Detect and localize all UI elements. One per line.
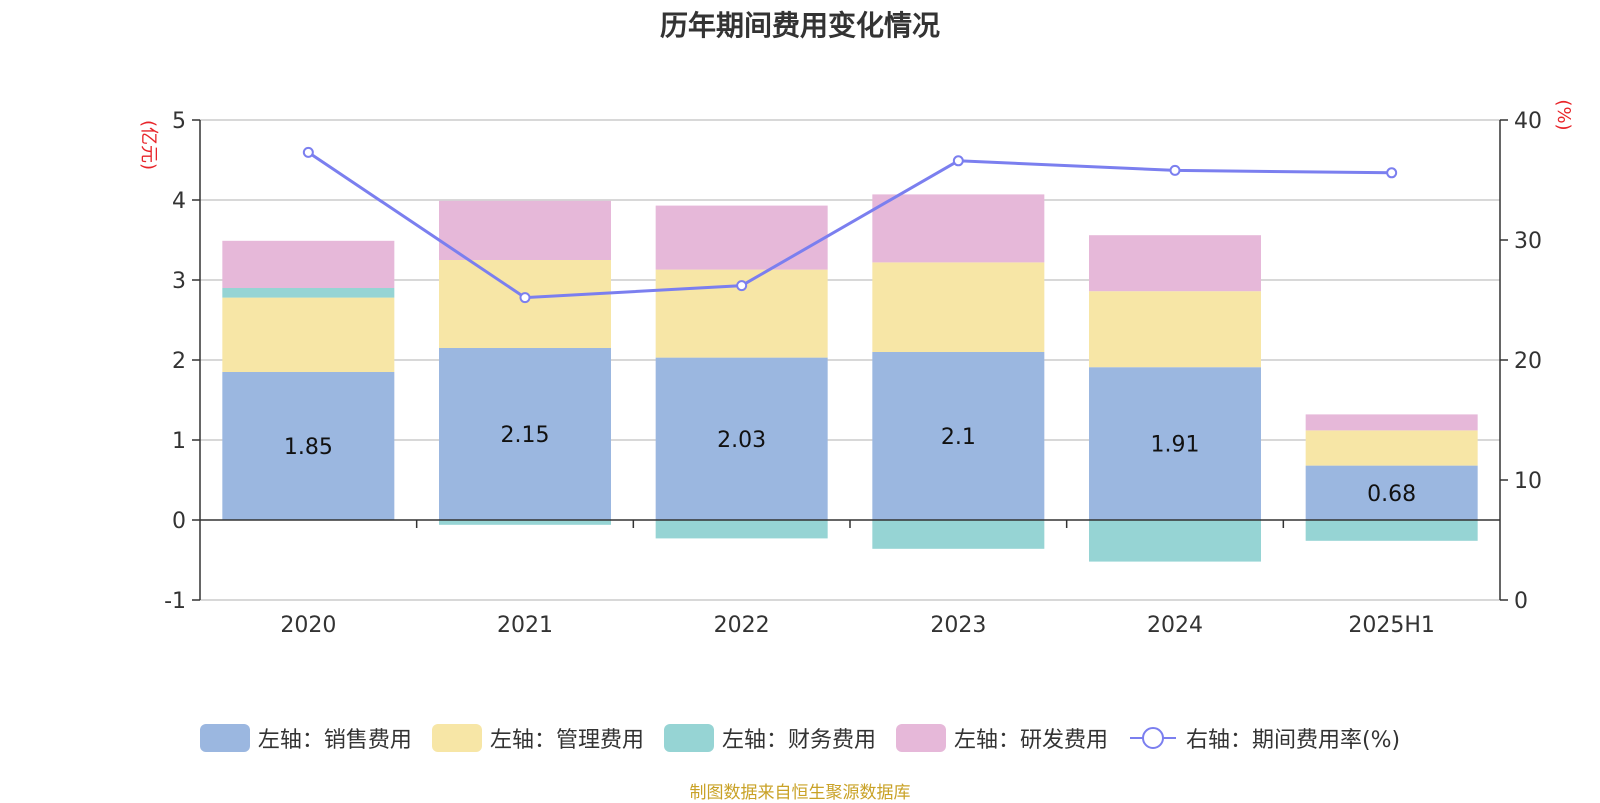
x-axis-tick-label: 2022 — [714, 613, 770, 638]
bar-segment-admin — [872, 262, 1045, 352]
legend-swatch-admin — [431, 724, 482, 752]
legend-label-rd: 左轴：研发费用 — [953, 728, 1108, 753]
right-axis-tick-label: 30 — [1514, 229, 1542, 254]
x-axis-tick-label: 2020 — [280, 613, 336, 638]
data-label-sales: 2.03 — [717, 428, 766, 453]
data-label-sales: 1.91 — [1151, 433, 1200, 458]
bar-segment-finance — [222, 288, 395, 298]
left-axis-tick-label: 2 — [172, 349, 186, 374]
bar-segment-sales — [222, 372, 395, 520]
bar-segment-admin — [439, 260, 611, 348]
legend-swatch-rd — [895, 724, 946, 752]
data-label-sales: 1.85 — [284, 435, 333, 460]
rate-point — [302, 146, 314, 158]
bar-segment-rd — [872, 194, 1045, 263]
bar-segment-finance — [1305, 520, 1478, 541]
grid-lines — [200, 119, 1500, 601]
bar-segment-finance — [872, 520, 1045, 549]
legend-label-admin: 左轴：管理费用 — [489, 728, 644, 753]
legend: 左轴：销售费用 左轴：管理费用 左轴：财务费用 左轴：研发费用 右轴：期间费用率… — [0, 722, 1600, 754]
bar-segment-rd — [439, 200, 611, 260]
legend-item-rate[interactable]: 右轴：期间费用率(%) — [1128, 722, 1400, 754]
right-axis-tick-label: 0 — [1514, 589, 1528, 614]
rate-line-series — [302, 146, 1398, 304]
data-labels: 1.85 2.15 2.03 2.1 1.91 0.68 — [284, 423, 1416, 507]
data-label-sales: 0.68 — [1367, 482, 1416, 507]
bar-segment-finance — [439, 520, 611, 525]
legend-line-marker-icon — [1129, 727, 1176, 749]
bar-segment-sales — [655, 357, 828, 520]
right-axis-unit-label: (%) — [1553, 99, 1574, 130]
rate-point — [1386, 167, 1398, 179]
x-axis-tick-label: 2024 — [1147, 613, 1203, 638]
right-axis-tick-label: 40 — [1514, 109, 1542, 134]
bar-segment-rd — [1089, 235, 1261, 292]
legend-label-rate: 右轴：期间费用率(%) — [1185, 728, 1401, 753]
left-axis-tick-label: -1 — [164, 589, 186, 614]
bar-segment-sales — [872, 352, 1045, 520]
bar-segment-rd — [1305, 414, 1478, 431]
legend-item-finance[interactable]: 左轴：财务费用 — [663, 722, 876, 754]
rate-line — [307, 151, 1392, 300]
bar-segment-finance — [1089, 520, 1261, 562]
x-axis-tick-label: 2025H1 — [1348, 613, 1435, 638]
legend-swatch-sales — [199, 724, 250, 752]
left-axis-unit-label: (亿元) — [138, 120, 159, 170]
bar-segment-sales — [439, 348, 611, 520]
rate-point — [952, 155, 964, 167]
x-axis-tick-label: 2023 — [930, 613, 986, 638]
legend-label-finance: 左轴：财务费用 — [721, 728, 876, 753]
source-note: 制图数据来自恒生聚源数据库 — [689, 783, 911, 803]
bar-segment-rd — [655, 205, 828, 270]
left-axis-tick-label: 4 — [172, 189, 186, 214]
legend-swatch-finance — [663, 724, 714, 752]
legend-label-sales: 左轴：销售费用 — [257, 728, 412, 753]
rate-point — [1169, 164, 1181, 176]
left-axis-tick-label: 3 — [172, 269, 186, 294]
data-label-sales: 2.1 — [941, 425, 976, 450]
bar-segment-admin — [1305, 430, 1478, 466]
bar-series — [222, 194, 1478, 562]
rate-point — [519, 292, 531, 304]
legend-item-admin[interactable]: 左轴：管理费用 — [431, 722, 644, 754]
bar-segment-admin — [222, 297, 395, 372]
data-label-sales: 2.15 — [501, 423, 550, 448]
rate-point — [736, 280, 748, 292]
legend-item-rd[interactable]: 左轴：研发费用 — [895, 722, 1108, 754]
bar-segment-sales — [1089, 367, 1261, 520]
bar-segment-sales — [1305, 465, 1478, 520]
legend-item-sales[interactable]: 左轴：销售费用 — [199, 722, 412, 754]
right-axis-tick-label: 20 — [1514, 349, 1542, 374]
left-axis-tick-label: 0 — [172, 509, 186, 534]
right-axis-tick-label: 10 — [1514, 469, 1542, 494]
bar-segment-admin — [1089, 291, 1261, 368]
chart-title: 历年期间费用变化情况 — [659, 9, 940, 42]
left-axis-tick-label: 5 — [172, 109, 186, 134]
bar-segment-rd — [222, 240, 395, 288]
x-axis-tick-label: 2021 — [497, 613, 553, 638]
left-axis-tick-label: 1 — [172, 429, 186, 454]
bar-segment-finance — [655, 520, 828, 539]
